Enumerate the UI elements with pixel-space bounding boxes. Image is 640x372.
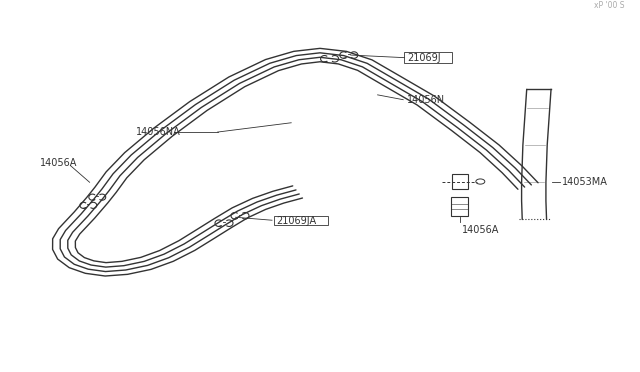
Text: 14056A: 14056A bbox=[462, 225, 499, 235]
Text: 21069JA: 21069JA bbox=[276, 216, 317, 225]
Bar bbox=[451, 197, 468, 216]
Text: 14056NA: 14056NA bbox=[136, 127, 180, 137]
Text: xP '00 S: xP '00 S bbox=[593, 1, 624, 10]
Bar bbox=[452, 174, 467, 189]
Bar bbox=[404, 52, 452, 63]
Text: 14056A: 14056A bbox=[40, 158, 77, 168]
Bar bbox=[274, 216, 328, 225]
Text: 21069J: 21069J bbox=[407, 53, 441, 62]
Text: 14056N: 14056N bbox=[407, 95, 445, 105]
Text: 14053MA: 14053MA bbox=[562, 177, 608, 186]
